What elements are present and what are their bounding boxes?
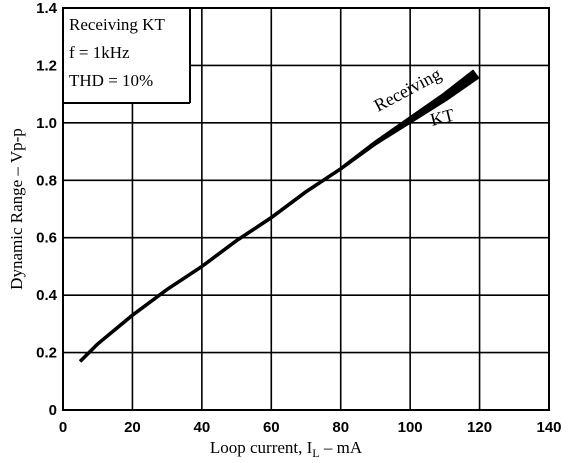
x-tick-label: 20 [124,419,141,436]
x-axis-ticks: 0 20 40 60 80 100 120 140 [59,419,562,436]
y-tick-label: 0.4 [36,287,58,304]
curve-label: KT [428,105,456,130]
x-tick-label: 80 [332,419,349,436]
x-tick-label: 120 [467,419,492,436]
y-tick-label: 0.6 [36,230,57,247]
y-tick-label: 0 [49,402,57,419]
x-tick-label: 140 [536,419,561,436]
y-tick-label: 0.2 [36,345,57,362]
x-tick-label: 0 [59,419,67,436]
annotation-line: f = 1kHz [69,43,130,62]
plot-frame [62,7,550,411]
annotation-box [64,9,190,103]
y-axis-ticks: 0 0.2 0.4 0.6 0.8 1.0 1.2 1.4 [36,0,58,419]
x-tick-label: 100 [398,419,423,436]
x-axis-title: Loop current, IL – mA [210,438,363,460]
x-tick-label: 40 [194,419,211,436]
x-axis-title-subscript: L [312,446,319,460]
y-tick-label: 1.2 [36,57,57,74]
annotation-line: Receiving KT [69,15,165,34]
y-tick-label: 1.0 [36,115,57,132]
grid-lines [63,8,549,410]
annotation-line: THD = 10% [69,71,153,90]
y-axis-title: Dynamic Range – Vp-p [7,128,26,290]
x-axis-title-unit: – mA [320,438,363,457]
x-axis-title-main: Loop current, I [210,438,313,457]
y-tick-label: 0.8 [36,172,57,189]
y-tick-label: 1.4 [36,0,58,17]
series-line-receiving-kt [79,69,480,363]
x-tick-label: 60 [263,419,280,436]
